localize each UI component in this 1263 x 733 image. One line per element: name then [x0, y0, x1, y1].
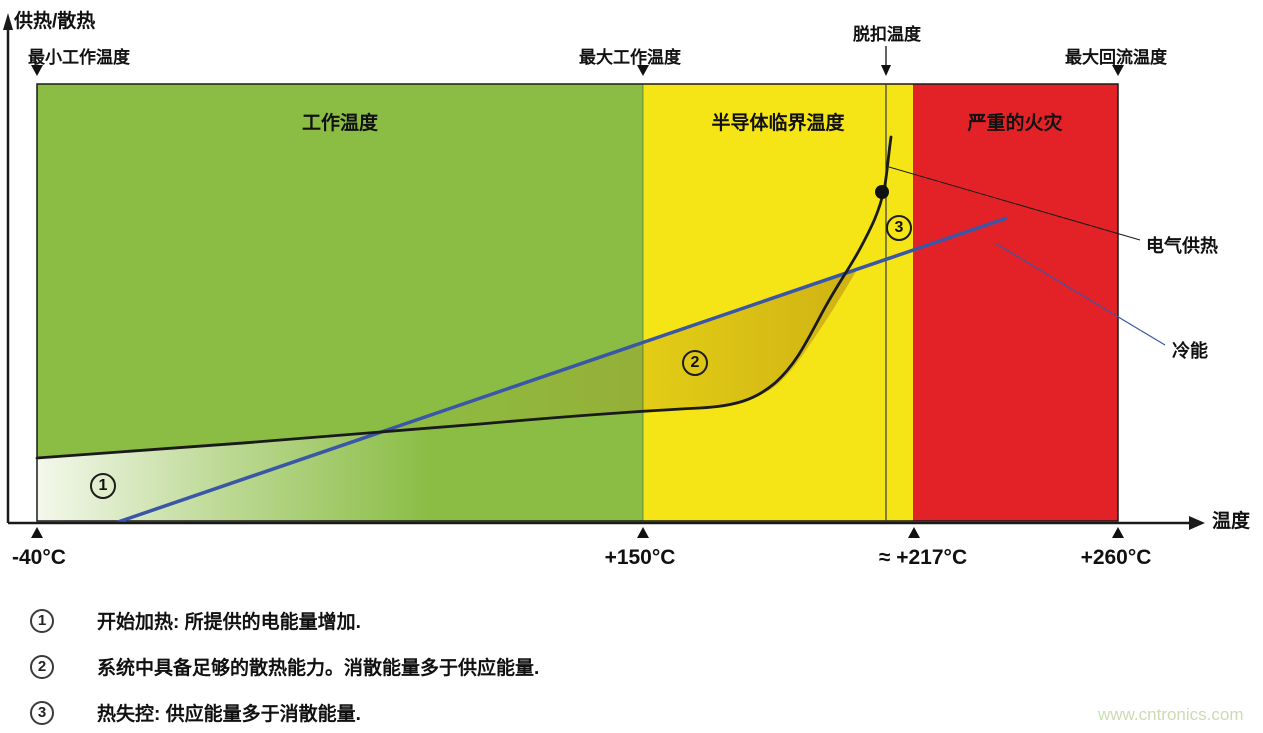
max-reflow-temp-label: 最大回流温度 [1065, 48, 1167, 67]
cooling-series-label: 冷能 [1172, 341, 1208, 361]
zone-fire-label: 严重的火灾 [967, 113, 1063, 134]
legend-item-3: 3 热失控: 供应能量多于消散能量. [30, 699, 361, 726]
legend-text-2: 系统中具备足够的散热能力。消散能量多于供应能量. [97, 658, 540, 679]
y-axis-arrowhead [3, 13, 13, 30]
zone-critical-label: 半导体临界温度 [711, 113, 845, 134]
x-tick-minus40: -40°C [12, 546, 66, 569]
cooling-leader-line [994, 242, 1166, 346]
zone-fire-rect [913, 84, 1118, 521]
x-tick-260: +260°C [1080, 546, 1152, 569]
heating-leader-line [888, 166, 1141, 241]
runaway-point-dot [875, 185, 889, 199]
marker-min-operating [31, 65, 43, 76]
legend-text-1: 开始加热: 所提供的电能量增加. [97, 612, 361, 633]
tick-217 [908, 527, 920, 538]
annotation-3-marker: 3 [886, 215, 912, 241]
tick-260 [1112, 527, 1124, 538]
watermark-text: www.cntronics.com [1098, 705, 1244, 724]
tick-minus40 [31, 527, 43, 538]
heating-curve [35, 135, 893, 460]
tick-150 [637, 527, 649, 538]
cooling-line [117, 216, 1008, 524]
y-axis-title: 供热/散热 [14, 11, 96, 32]
x-axis-title: 温度 [1212, 511, 1251, 532]
annotation-1-marker: 1 [90, 473, 116, 499]
marker-trip [881, 65, 891, 76]
zones-outline [36, 83, 1119, 522]
x-axis-arrowhead [1189, 516, 1205, 530]
legend-num-2: 2 [30, 654, 54, 679]
marker-max-operating [637, 65, 649, 76]
legend-item-2: 2 系统中具备足够的散热能力。消散能量多于供应能量. [30, 653, 539, 680]
legend-num-3: 3 [30, 700, 54, 725]
x-tick-150: +150°C [604, 546, 676, 569]
trip-temp-label: 脱扣温度 [853, 25, 921, 44]
zone-operating-label: 工作温度 [301, 113, 379, 134]
min-operating-temp-label: 最小工作温度 [28, 48, 130, 67]
marker-max-reflow [1112, 65, 1124, 76]
legend-item-1: 1 开始加热: 所提供的电能量增加. [30, 607, 361, 634]
max-operating-temp-label: 最大工作温度 [579, 48, 681, 67]
annotation-2-marker: 2 [682, 350, 708, 376]
region-1-fill [37, 428, 430, 521]
heating-series-label: 电气供热 [1146, 236, 1218, 256]
legend-text-3: 热失控: 供应能量多于消散能量. [97, 704, 361, 725]
legend-num-1: 1 [30, 608, 54, 633]
x-tick-217: ≈ +217°C [878, 546, 968, 569]
